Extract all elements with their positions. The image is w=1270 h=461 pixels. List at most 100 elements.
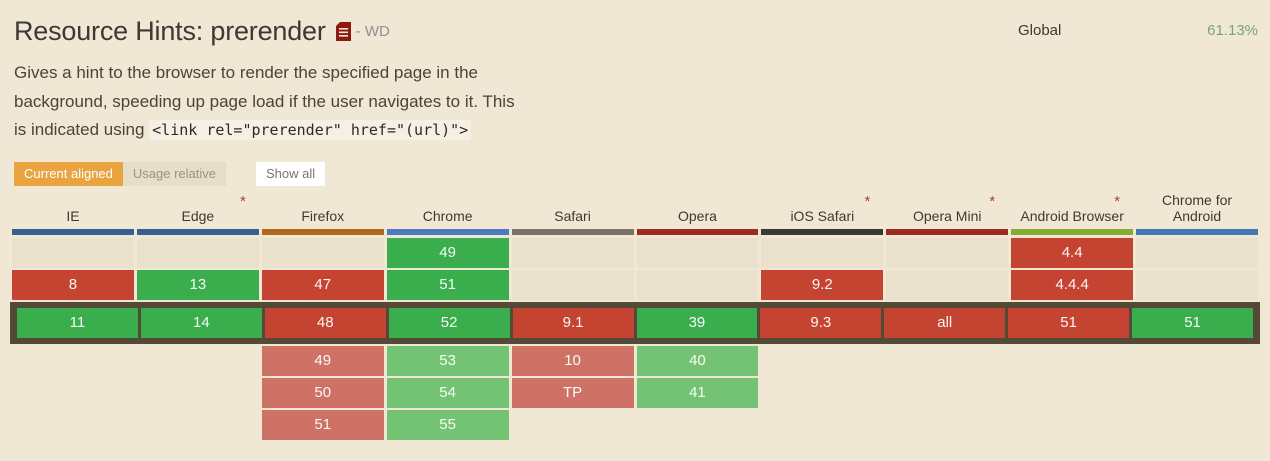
support-cell[interactable]: 49 <box>261 345 384 376</box>
support-cell[interactable]: all <box>884 307 1006 338</box>
support-cell[interactable]: 10 <box>511 345 634 376</box>
asterisk-note-icon: * <box>864 192 871 210</box>
browser-name: Firefox <box>301 207 345 224</box>
browser-color-bar <box>261 228 384 235</box>
support-cell[interactable]: 51 <box>1008 307 1130 338</box>
support-cell <box>886 378 1008 408</box>
support-cell <box>137 410 259 440</box>
browser-name: Chrome for Android <box>1162 191 1233 224</box>
browser-name: Android Browser <box>1020 207 1124 224</box>
browser-name: Chrome <box>422 207 473 224</box>
browser-name: Opera <box>677 207 717 224</box>
support-cell[interactable]: 4.4.4 <box>1011 269 1134 300</box>
support-cell[interactable]: 47 <box>261 269 384 300</box>
browser-header: Firefox <box>261 192 384 235</box>
browser-color-bar <box>761 228 884 235</box>
support-cell <box>761 346 883 376</box>
browser-color-bar <box>511 228 634 235</box>
support-cell <box>637 410 759 440</box>
support-cell[interactable]: 52 <box>388 307 510 338</box>
browser-color-bar <box>886 228 1009 235</box>
support-table-body: 49 4.4 8 13 47 51 9.2 4.4.4 11 14 48 52 9.1 39 9.3 all 5… <box>0 237 1270 440</box>
support-cell <box>12 410 134 440</box>
support-cell <box>1136 346 1258 376</box>
support-cell[interactable]: 40 <box>636 345 759 376</box>
support-cell <box>12 237 134 268</box>
support-cell <box>886 410 1008 440</box>
description-line-2: background, speeding up page load if the… <box>14 91 515 111</box>
support-cell[interactable]: 39 <box>636 307 758 338</box>
view-controls: Current aligned Usage relative Show all <box>14 161 1256 186</box>
support-cell <box>1136 237 1258 268</box>
page-title: Resource Hints: prerender <box>14 16 326 46</box>
show-all-button[interactable]: Show all <box>256 161 326 186</box>
support-cell[interactable]: 11 <box>17 307 138 338</box>
support-cell[interactable]: 51 <box>386 269 509 300</box>
browser-header: Chrome <box>386 192 509 235</box>
support-cell[interactable]: 54 <box>386 377 509 408</box>
support-cell[interactable]: 9.1 <box>512 307 634 338</box>
support-cell <box>511 237 634 268</box>
browser-header: IE <box>12 192 134 235</box>
description-line-3: is indicated using <box>14 120 150 139</box>
support-cell <box>1136 378 1258 408</box>
description-line-1: Gives a hint to the browser to render th… <box>14 63 478 82</box>
support-cell[interactable]: 50 <box>261 377 384 408</box>
support-cell <box>886 346 1008 376</box>
support-row: 8 13 47 51 9.2 4.4.4 <box>12 269 1258 300</box>
support-cell[interactable]: 51 <box>261 409 384 440</box>
browser-header: * Edge <box>136 192 259 235</box>
browser-header: * Android Browser <box>1011 192 1134 235</box>
browser-name: Opera Mini <box>913 207 982 224</box>
support-cell[interactable]: 48 <box>264 307 386 338</box>
support-cell <box>1011 378 1133 408</box>
browser-color-bar <box>386 228 509 235</box>
support-cell <box>886 237 1009 268</box>
support-row-current: 11 14 48 52 9.1 39 9.3 all 51 51 <box>17 307 1253 338</box>
spec-link[interactable]: - WD <box>335 22 390 41</box>
support-cell[interactable]: 9.2 <box>761 269 884 300</box>
code-snippet: <link rel="prerender" href="(url)"> <box>149 120 472 140</box>
support-cell <box>1136 269 1258 300</box>
support-cell[interactable]: 13 <box>136 269 259 300</box>
support-cell <box>136 237 259 268</box>
support-cell[interactable]: 55 <box>386 409 509 440</box>
support-cell <box>886 269 1009 300</box>
support-cell[interactable]: 8 <box>12 269 134 300</box>
support-cell[interactable]: 4.4 <box>1011 237 1134 268</box>
browser-color-bar <box>12 228 134 235</box>
support-cell[interactable]: 41 <box>636 377 759 408</box>
support-cell <box>761 237 884 268</box>
browser-color-bar <box>636 228 759 235</box>
support-cell[interactable]: 9.3 <box>760 307 882 338</box>
support-cell <box>761 410 883 440</box>
support-cell <box>1011 346 1133 376</box>
usage-relative-button[interactable]: Usage relative <box>122 161 226 186</box>
support-cell[interactable]: 49 <box>386 237 509 268</box>
support-cell[interactable]: 53 <box>386 345 509 376</box>
current-aligned-button[interactable]: Current aligned <box>14 161 123 186</box>
support-cell <box>1136 410 1258 440</box>
browser-color-bar <box>1011 228 1134 235</box>
support-cell <box>512 410 634 440</box>
support-cell <box>636 237 759 268</box>
global-usage: Global 61.13% <box>1018 22 1258 39</box>
support-cell <box>511 269 634 300</box>
browser-color-bar <box>1136 228 1258 235</box>
global-percent: 61.13% <box>1207 22 1258 39</box>
asterisk-note-icon: * <box>239 192 246 210</box>
support-row: 49 4.4 <box>12 237 1258 268</box>
support-cell <box>137 378 259 408</box>
support-cell[interactable]: TP <box>511 377 634 408</box>
browser-header-row: IE * Edge Firefox Chrome Safari Opera * iOS Safa… <box>12 192 1258 235</box>
support-cell[interactable]: 51 <box>1132 307 1253 338</box>
current-version-row: 11 14 48 52 9.1 39 9.3 all 51 51 <box>10 301 1260 344</box>
support-cell <box>137 346 259 376</box>
support-cell <box>761 378 883 408</box>
browser-header: Chrome for Android <box>1136 192 1258 235</box>
support-cell[interactable]: 14 <box>140 307 262 338</box>
asterisk-note-icon: * <box>1114 192 1121 210</box>
support-cell <box>636 269 759 300</box>
browser-name: iOS Safari <box>790 207 855 224</box>
browser-header: * Opera Mini <box>886 192 1009 235</box>
